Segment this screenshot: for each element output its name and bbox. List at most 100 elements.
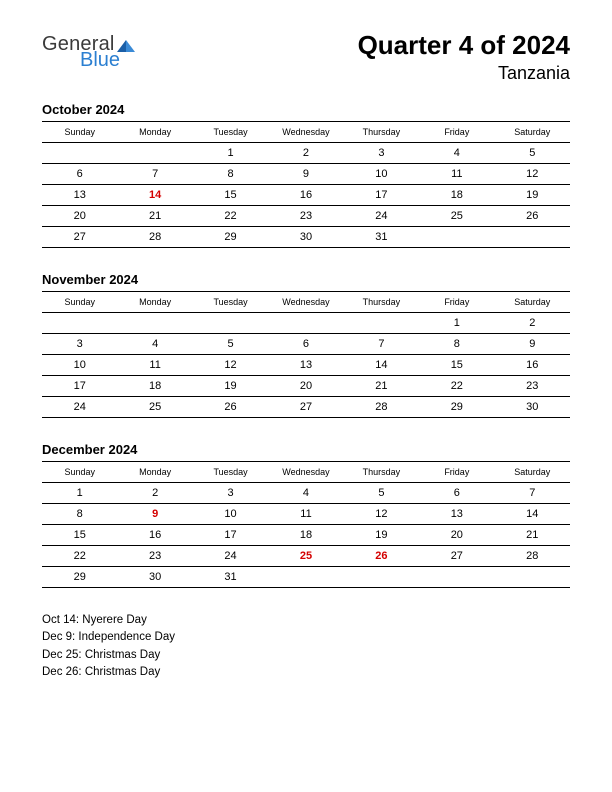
calendar-container: October 2024SundayMondayTuesdayWednesday…	[42, 102, 570, 588]
day-cell-empty	[193, 313, 268, 334]
day-cell: 10	[42, 355, 117, 376]
day-cell: 27	[419, 546, 494, 567]
day-cell: 16	[117, 525, 192, 546]
day-cell: 17	[193, 525, 268, 546]
day-cell: 22	[42, 546, 117, 567]
day-cell: 2	[268, 143, 343, 164]
day-cell: 15	[419, 355, 494, 376]
day-cell: 26	[193, 397, 268, 418]
weekday-header: Monday	[117, 292, 192, 313]
day-cell: 30	[117, 567, 192, 588]
day-cell: 13	[419, 504, 494, 525]
day-cell: 19	[344, 525, 419, 546]
day-cell: 14	[344, 355, 419, 376]
day-cell-empty	[344, 313, 419, 334]
day-cell: 18	[268, 525, 343, 546]
holiday-line: Dec 26: Christmas Day	[42, 664, 570, 681]
header: General Blue Quarter 4 of 2024 Tanzania	[42, 30, 570, 84]
day-cell: 10	[344, 164, 419, 185]
day-cell: 21	[344, 376, 419, 397]
day-cell: 11	[117, 355, 192, 376]
day-cell-empty	[419, 227, 494, 248]
calendar-table: SundayMondayTuesdayWednesdayThursdayFrid…	[42, 461, 570, 588]
day-cell: 12	[344, 504, 419, 525]
day-cell: 9	[268, 164, 343, 185]
day-cell: 25	[117, 397, 192, 418]
weekday-header: Saturday	[495, 292, 570, 313]
day-cell: 28	[117, 227, 192, 248]
day-cell: 10	[193, 504, 268, 525]
month-name: December 2024	[42, 442, 570, 457]
day-cell-empty	[495, 227, 570, 248]
day-cell: 17	[42, 376, 117, 397]
weekday-header: Sunday	[42, 462, 117, 483]
day-cell: 26	[344, 546, 419, 567]
weekday-header: Monday	[117, 122, 192, 143]
day-cell: 13	[268, 355, 343, 376]
day-cell: 17	[344, 185, 419, 206]
day-cell: 3	[42, 334, 117, 355]
day-cell: 21	[117, 206, 192, 227]
day-cell: 24	[193, 546, 268, 567]
day-cell-empty	[268, 313, 343, 334]
month-name: October 2024	[42, 102, 570, 117]
day-cell: 3	[193, 483, 268, 504]
month-block: November 2024 SundayMondayTuesdayWednesda…	[42, 272, 570, 418]
day-cell: 18	[117, 376, 192, 397]
day-cell: 24	[344, 206, 419, 227]
day-cell: 27	[268, 397, 343, 418]
day-cell: 6	[42, 164, 117, 185]
day-cell-empty	[117, 313, 192, 334]
day-cell-empty	[42, 313, 117, 334]
weekday-header: Wednesday	[268, 292, 343, 313]
logo-triangle-icon	[117, 38, 135, 52]
day-cell: 23	[495, 376, 570, 397]
day-cell: 1	[419, 313, 494, 334]
day-cell: 30	[495, 397, 570, 418]
weekday-header: Tuesday	[193, 292, 268, 313]
title-block: Quarter 4 of 2024 Tanzania	[358, 30, 570, 84]
weekday-header: Thursday	[344, 462, 419, 483]
day-cell: 1	[42, 483, 117, 504]
weekday-header: Thursday	[344, 292, 419, 313]
day-cell: 15	[42, 525, 117, 546]
day-cell: 4	[117, 334, 192, 355]
day-cell: 15	[193, 185, 268, 206]
day-cell: 9	[117, 504, 192, 525]
day-cell: 8	[419, 334, 494, 355]
calendar-table: SundayMondayTuesdayWednesdayThursdayFrid…	[42, 291, 570, 418]
day-cell: 6	[268, 334, 343, 355]
holiday-line: Dec 9: Independence Day	[42, 629, 570, 646]
day-cell: 29	[419, 397, 494, 418]
day-cell: 1	[193, 143, 268, 164]
weekday-header: Friday	[419, 292, 494, 313]
day-cell: 16	[495, 355, 570, 376]
day-cell: 22	[193, 206, 268, 227]
day-cell: 22	[419, 376, 494, 397]
weekday-header: Sunday	[42, 122, 117, 143]
page-subtitle: Tanzania	[358, 63, 570, 84]
day-cell: 11	[419, 164, 494, 185]
month-name: November 2024	[42, 272, 570, 287]
month-block: October 2024SundayMondayTuesdayWednesday…	[42, 102, 570, 248]
weekday-header: Monday	[117, 462, 192, 483]
day-cell: 29	[42, 567, 117, 588]
day-cell: 23	[268, 206, 343, 227]
day-cell: 30	[268, 227, 343, 248]
weekday-header: Saturday	[495, 122, 570, 143]
day-cell: 16	[268, 185, 343, 206]
logo-text-blue: Blue	[80, 50, 135, 70]
logo: General Blue	[42, 30, 135, 70]
day-cell: 26	[495, 206, 570, 227]
day-cell: 7	[344, 334, 419, 355]
day-cell: 11	[268, 504, 343, 525]
month-block: December 2024 SundayMondayTuesdayWednesda…	[42, 442, 570, 588]
day-cell: 5	[193, 334, 268, 355]
day-cell: 31	[344, 227, 419, 248]
day-cell: 29	[193, 227, 268, 248]
weekday-header: Friday	[419, 462, 494, 483]
holiday-list: Oct 14: Nyerere DayDec 9: Independence D…	[42, 612, 570, 681]
day-cell: 13	[42, 185, 117, 206]
weekday-header: Tuesday	[193, 462, 268, 483]
day-cell: 19	[193, 376, 268, 397]
